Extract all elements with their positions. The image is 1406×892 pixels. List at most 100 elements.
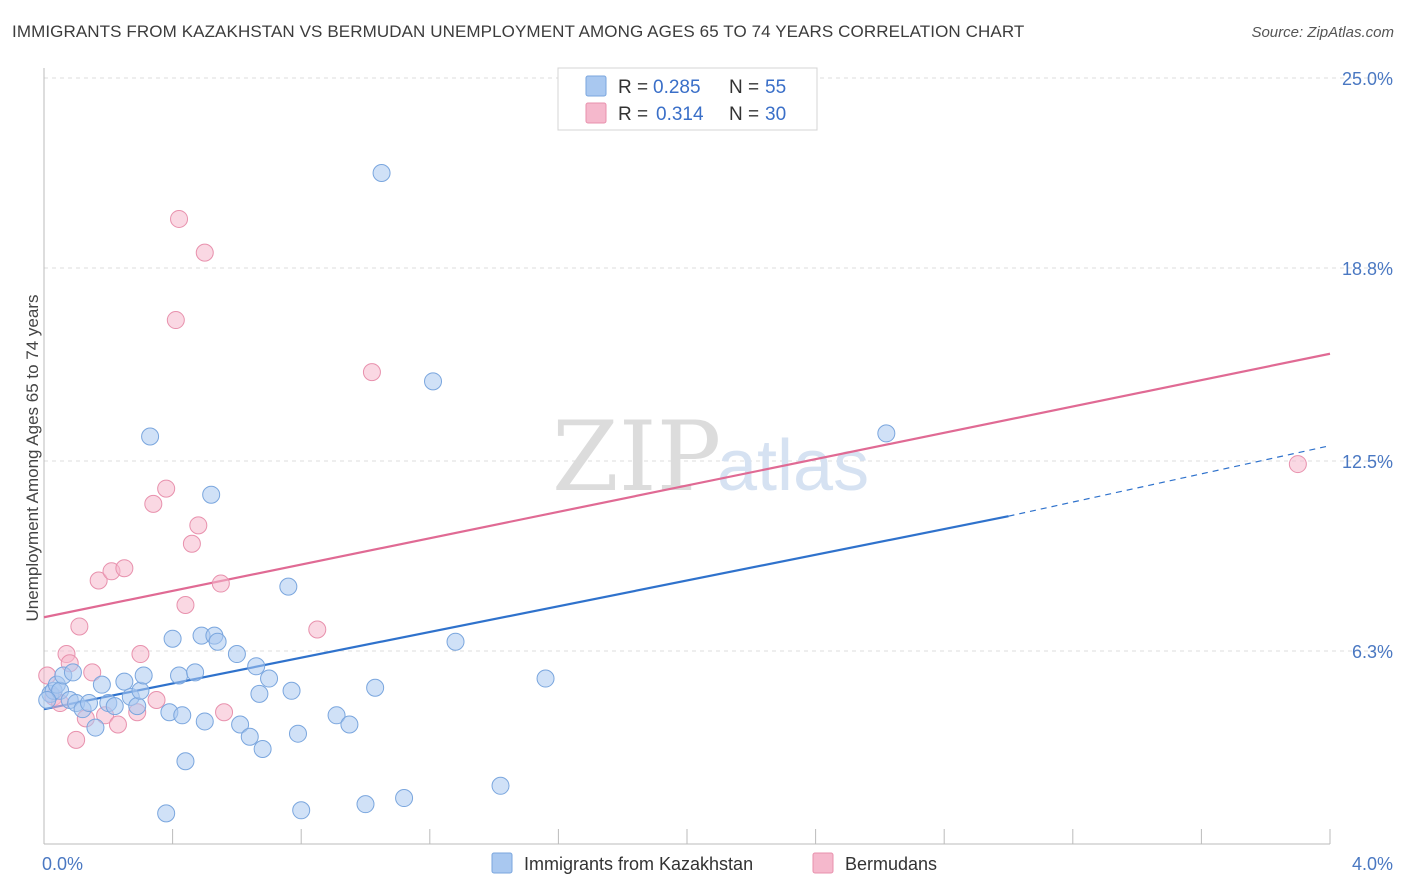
kazakhstan-point — [80, 694, 99, 713]
bermudans-point — [215, 703, 234, 722]
y-tick-label: 6.3% — [1352, 642, 1393, 662]
x-tick-label: 0.0% — [42, 854, 83, 874]
bermudans-point — [89, 571, 108, 590]
y-tick-labels: 6.3% 12.5% 18.8% 25.0% — [1342, 69, 1393, 662]
legend-r-value-blue: 0.285 — [653, 77, 701, 98]
kazakhstan-point — [105, 697, 124, 716]
kazakhstan-point — [247, 657, 266, 676]
kazakhstan-point — [128, 697, 147, 716]
legend-swatch-blue — [585, 75, 607, 97]
legend-n-label-blue: N = — [729, 77, 759, 98]
bermudans-point — [67, 730, 86, 749]
source-label: Source: ZipAtlas.com — [1251, 24, 1394, 41]
kazakhstan-point — [134, 666, 153, 685]
chart-title: IMMIGRANTS FROM KAZAKHSTAN VS BERMUDAN U… — [12, 22, 1025, 41]
kazakhstan-point — [163, 629, 182, 648]
y-tick-label: 12.5% — [1342, 452, 1393, 472]
kazakhstan-point — [340, 715, 359, 734]
bermudans-point — [157, 479, 176, 498]
kazakhstan-point — [38, 690, 57, 709]
kazakhstan-point — [372, 163, 391, 182]
trend-lines — [43, 352, 1331, 711]
kazakhstan-point — [877, 424, 896, 443]
bermudans-point — [70, 617, 89, 636]
kazakhstan-point — [288, 724, 307, 743]
y-tick-label: 18.8% — [1342, 259, 1393, 279]
bermudans-trend-line — [43, 352, 1331, 619]
kazakhstan-trend-extension — [1008, 445, 1331, 517]
watermark-zip: ZIP — [552, 401, 721, 513]
legend-swatch-pink — [585, 102, 607, 124]
kazakhstan-point — [173, 706, 192, 725]
x-tick-label: 4.0% — [1352, 854, 1393, 874]
kazakhstan-points — [38, 163, 896, 823]
kazakhstan-trend-line — [43, 515, 1009, 711]
legend-box: R = 0.285 N = 55 R = 0.314 N = 30 — [557, 67, 818, 131]
legend-n-label-pink: N = — [729, 104, 759, 125]
x-tick-labels: 0.0% 4.0% — [42, 854, 1393, 874]
kazakhstan-point — [195, 712, 214, 731]
kazakhstan-point — [208, 632, 227, 651]
kazakhstan-point — [491, 776, 510, 795]
kazakhstan-point — [279, 577, 298, 596]
kazakhstan-point — [231, 715, 250, 734]
legend-r-value-pink: 0.314 — [656, 104, 704, 125]
bermudans-point — [182, 534, 201, 553]
kazakhstan-point — [250, 684, 269, 703]
kazakhstan-point — [186, 663, 205, 682]
kazakhstan-point — [63, 663, 82, 682]
bermudans-point — [308, 620, 327, 639]
watermark: ZIP atlas — [552, 401, 869, 513]
bottom-legend-label-blue: Immigrants from Kazakhstan — [524, 854, 753, 874]
bermudans-point — [131, 645, 150, 664]
bermudans-point — [83, 663, 102, 682]
kazakhstan-point — [292, 801, 311, 820]
gridlines — [44, 77, 1392, 652]
kazakhstan-point — [86, 718, 105, 737]
kazakhstan-point — [170, 666, 189, 685]
kazakhstan-point — [131, 681, 150, 700]
kazakhstan-point — [260, 669, 279, 688]
bermudans-point — [115, 559, 134, 578]
kazakhstan-point — [176, 752, 195, 771]
kazakhstan-point — [282, 681, 301, 700]
kazakhstan-point — [446, 632, 465, 651]
bermudans-point — [362, 363, 381, 382]
y-tick-label: 25.0% — [1342, 69, 1393, 89]
axes — [43, 68, 1331, 845]
bermudans-point — [211, 574, 230, 593]
kazakhstan-point — [92, 675, 111, 694]
kazakhstan-point — [240, 727, 259, 746]
kazakhstan-point — [327, 706, 346, 725]
kazakhstan-point — [356, 795, 375, 814]
kazakhstan-point — [536, 669, 555, 688]
bermudans-point — [170, 209, 189, 228]
bermudans-point — [189, 516, 208, 535]
bermudans-point — [144, 494, 163, 513]
kazakhstan-point — [141, 427, 160, 446]
legend-r-label-blue: R = — [618, 77, 648, 98]
y-axis-title: Unemployment Among Ages 65 to 74 years — [23, 295, 42, 622]
bottom-legend: Immigrants from Kazakhstan Bermudans — [491, 852, 937, 874]
bermudans-point — [1288, 455, 1307, 474]
bermudans-point — [176, 596, 195, 615]
legend-n-value-pink: 30 — [765, 104, 786, 125]
kazakhstan-point — [424, 372, 443, 391]
bermudans-point — [195, 243, 214, 262]
bermudans-point — [147, 690, 166, 709]
bermudans-point — [108, 715, 127, 734]
kazakhstan-point — [227, 645, 246, 664]
kazakhstan-point — [253, 740, 272, 759]
bottom-legend-swatch-blue — [491, 852, 513, 874]
legend-n-value-blue: 55 — [765, 77, 786, 98]
bottom-legend-label-pink: Bermudans — [845, 854, 937, 874]
kazakhstan-point — [115, 672, 134, 691]
kazakhstan-point — [202, 485, 221, 504]
bottom-legend-swatch-pink — [812, 852, 834, 874]
kazakhstan-point — [366, 678, 385, 697]
kazakhstan-point — [157, 804, 176, 823]
kazakhstan-point — [395, 789, 414, 808]
legend-r-label-pink: R = — [618, 104, 648, 125]
bermudans-point — [166, 311, 185, 330]
